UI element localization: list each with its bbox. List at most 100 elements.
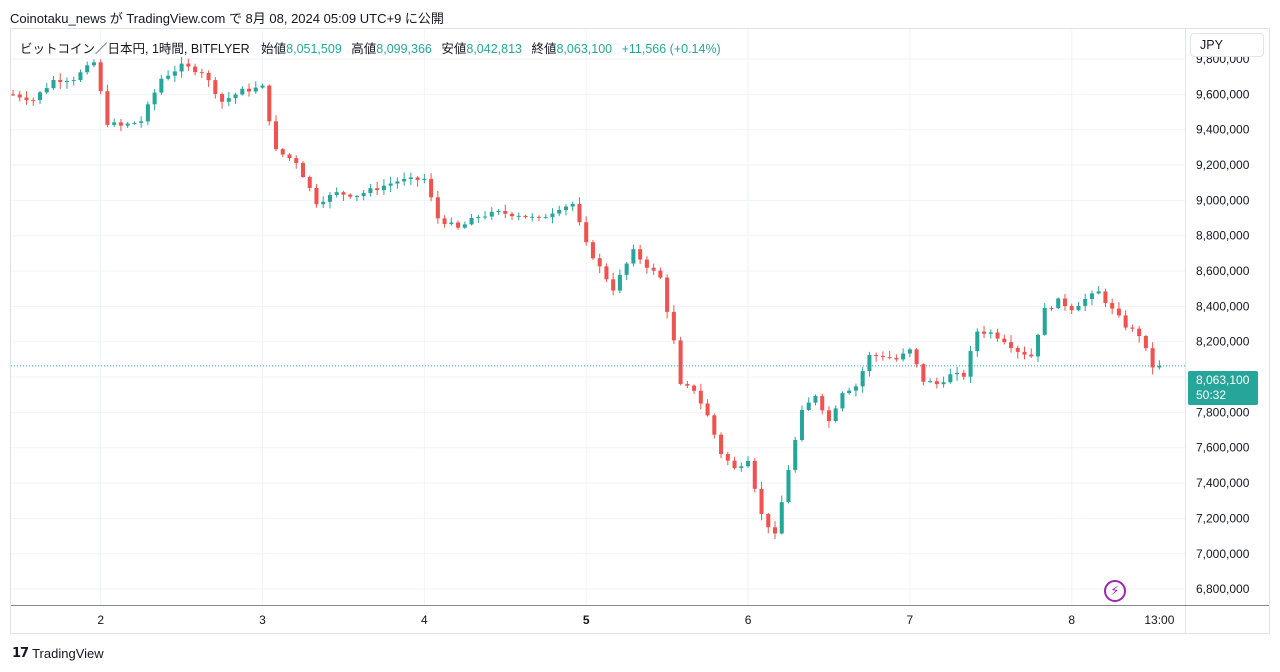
candle-up [172, 71, 177, 76]
candle-down [536, 216, 542, 218]
candle-down [658, 270, 663, 278]
candle-down [375, 188, 380, 191]
candle-up [833, 408, 838, 422]
candle-up [1096, 291, 1101, 294]
candle-down [206, 72, 211, 81]
candle-down [692, 385, 697, 391]
candle-down [759, 488, 764, 514]
candle-up [786, 469, 791, 503]
candle-down [442, 218, 447, 224]
y-tick-label: 7,200,000 [1196, 511, 1250, 525]
y-tick-label: 7,600,000 [1196, 441, 1250, 455]
candle-up [166, 75, 171, 79]
candle-up [847, 390, 852, 394]
candle-down [874, 354, 879, 357]
candle-down [894, 357, 899, 360]
candle-up [422, 178, 427, 180]
candle-down [1015, 347, 1020, 352]
candle-up [85, 65, 90, 73]
candle-up [469, 217, 474, 225]
y-tick-label: 7,800,000 [1196, 405, 1250, 419]
candle-up [64, 81, 69, 83]
candle-down [287, 154, 292, 159]
y-tick-label: 6,800,000 [1196, 582, 1250, 596]
candle-up [1042, 307, 1047, 335]
candle-down [435, 197, 440, 219]
candle-up [125, 123, 130, 126]
y-tick-label: 9,200,000 [1196, 158, 1250, 172]
candle-down [24, 97, 29, 101]
x-tick-label: 3 [259, 613, 266, 627]
y-tick-label: 7,000,000 [1196, 547, 1250, 561]
candle-up [746, 460, 751, 467]
y-tick-label: 8,400,000 [1196, 299, 1250, 313]
chart-frame [10, 28, 1270, 634]
candle-down [213, 80, 218, 95]
candle-down [429, 178, 434, 198]
candle-down [732, 460, 737, 469]
candle-down [199, 72, 204, 74]
candle-up [988, 332, 993, 334]
candle-down [1116, 308, 1121, 316]
close-value: 8,063,100 [556, 42, 613, 56]
candle-up [617, 274, 622, 291]
candle-up [361, 193, 366, 197]
bar-countdown: 50:32 [1196, 388, 1227, 402]
candle-up [530, 216, 535, 218]
last-price-tag: 8,063,100 50:32 [1188, 371, 1258, 405]
candle-up [132, 122, 137, 124]
x-tick-label: 7 [907, 613, 914, 627]
candle-up [78, 72, 83, 81]
currency-selector[interactable]: JPY [1190, 33, 1264, 57]
candle-down [307, 176, 312, 188]
candle-down [820, 396, 825, 411]
candle-down [604, 266, 609, 280]
candle-up [968, 351, 973, 377]
candle-down [982, 331, 987, 334]
candle-up [1035, 334, 1041, 357]
candle-down [503, 211, 508, 214]
candle-up [253, 87, 258, 92]
candle-up [739, 466, 744, 469]
candle-down [577, 203, 582, 223]
candle-down [887, 357, 892, 359]
footer-branding[interactable]: 𝟭𝟳 TradingView [12, 645, 104, 661]
x-tick-label: 4 [421, 613, 428, 627]
candle-down [294, 158, 299, 163]
candle-down [914, 349, 919, 365]
candle-down [11, 94, 16, 96]
candle-up [516, 215, 521, 217]
candle-down [678, 340, 683, 384]
candle-series [11, 57, 1162, 539]
candle-up [853, 386, 858, 391]
candle-down [651, 267, 656, 271]
candle-down [1029, 354, 1034, 357]
candle-up [779, 502, 784, 534]
candle-up [975, 331, 980, 352]
candle-up [462, 224, 467, 228]
x-tick-label: 6 [745, 613, 752, 627]
lightning-icon[interactable]: ⚡ [1104, 580, 1126, 602]
candle-down [1009, 342, 1014, 348]
y-tick-label: 8,600,000 [1196, 264, 1250, 278]
candle-down [995, 332, 1000, 339]
candle-down [300, 162, 306, 177]
candle-down [921, 364, 926, 382]
y-tick-label: 7,400,000 [1196, 476, 1250, 490]
candle-down [766, 513, 771, 528]
candle-down [273, 121, 279, 150]
candle-up [557, 209, 562, 214]
candle-down [17, 94, 22, 98]
candle-down [826, 410, 831, 422]
y-tick-label: 9,000,000 [1196, 193, 1250, 207]
candle-down [186, 63, 191, 67]
candle-down [584, 222, 589, 243]
candle-up [327, 194, 332, 202]
candle-up [112, 122, 117, 125]
candle-up [334, 192, 339, 195]
candle-down [712, 415, 717, 435]
candle-up [260, 85, 265, 88]
candle-down [118, 122, 123, 126]
low-value: 8,042,813 [466, 42, 522, 56]
